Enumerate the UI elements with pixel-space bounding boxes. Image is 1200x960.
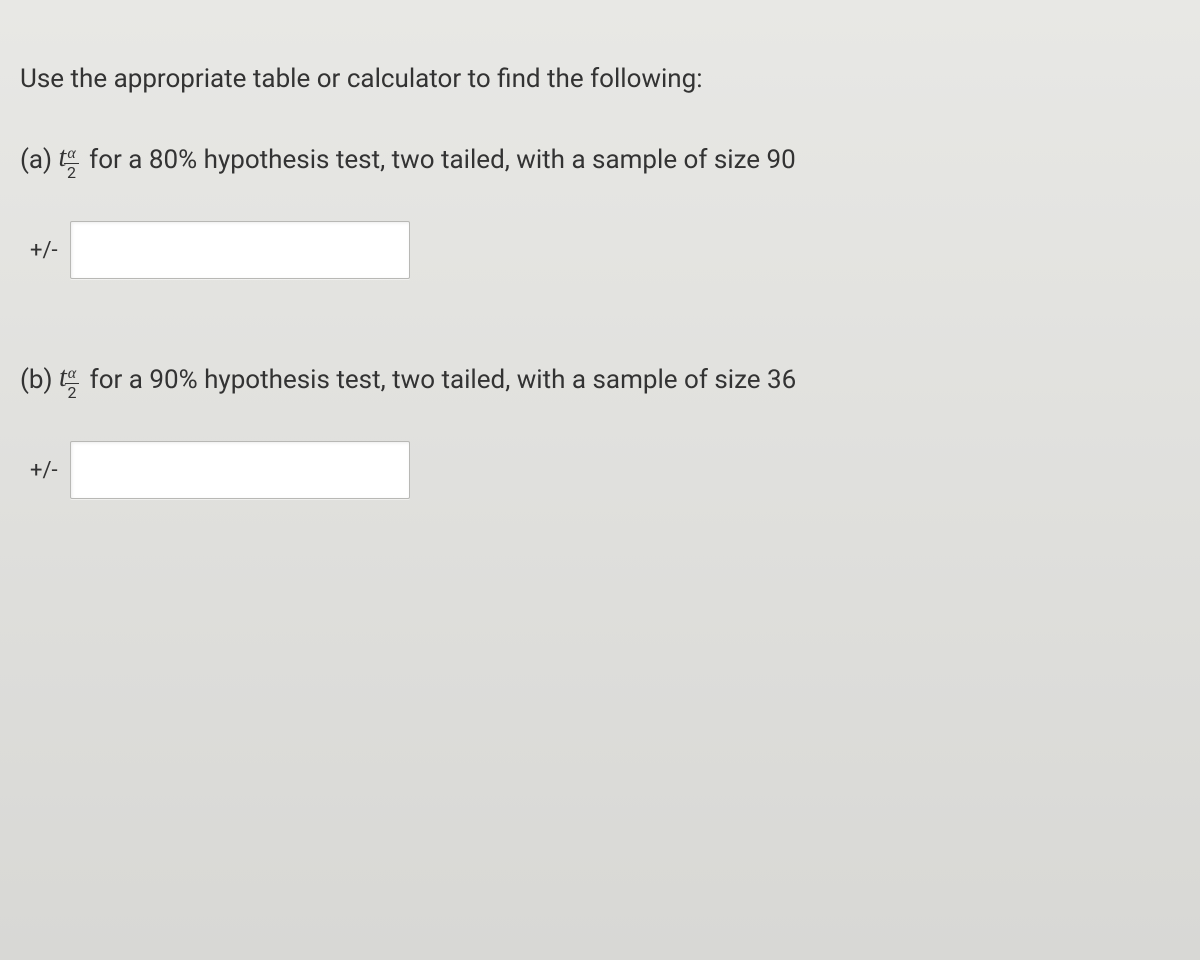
question-a-body: for a 80% hypothesis test, two tailed, w… [83, 145, 796, 175]
pm-label-b: +/- [30, 454, 58, 487]
fraction-b-den: 2 [65, 384, 79, 401]
fraction-a-num: α [64, 146, 78, 164]
fraction-b: α2 [65, 366, 79, 401]
instruction-text: Use the appropriate table or calculator … [20, 60, 1180, 99]
pm-label-a: +/- [30, 234, 58, 267]
fraction-a-den: 2 [64, 164, 78, 181]
question-a-text: (a) tα2 for a 80% hypothesis test, two t… [20, 139, 1180, 181]
fraction-b-num: α [65, 366, 79, 384]
answer-row-b: +/- [30, 441, 1180, 499]
question-a: (a) tα2 for a 80% hypothesis test, two t… [20, 139, 1180, 279]
part-b-label: (b) [20, 365, 53, 395]
answer-row-a: +/- [30, 221, 1180, 279]
question-b: (b) tα2 for a 90% hypothesis test, two t… [20, 359, 1180, 499]
question-b-body: for a 90% hypothesis test, two tailed, w… [83, 365, 796, 395]
answer-input-b[interactable] [70, 441, 410, 499]
part-a-label: (a) [20, 145, 52, 175]
answer-input-a[interactable] [70, 221, 410, 279]
fraction-a: α2 [64, 146, 78, 181]
question-b-text: (b) tα2 for a 90% hypothesis test, two t… [20, 359, 1180, 401]
